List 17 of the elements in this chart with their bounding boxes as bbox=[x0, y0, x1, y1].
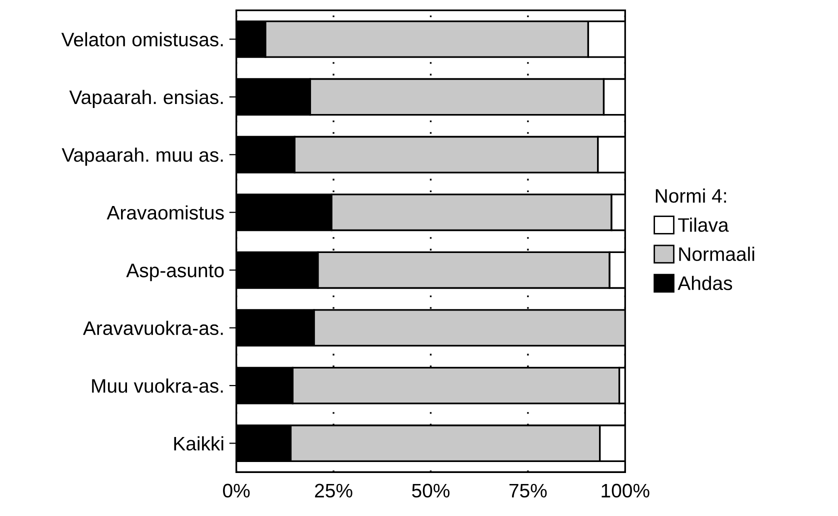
x-tick-label: 75% bbox=[509, 484, 547, 498]
x-tick-label: 100% bbox=[602, 484, 650, 498]
y-tick-label: Asp-asunto bbox=[126, 264, 224, 282]
y-tick-label: Aravavuokra-as. bbox=[82, 320, 223, 336]
legend-label: Ahdas bbox=[678, 276, 732, 290]
legend-label: Normaali bbox=[679, 246, 754, 262]
y-tick-label: Vapaarah. muu as. bbox=[62, 148, 223, 166]
y-tick-label: Velaton omistusas. bbox=[61, 32, 223, 46]
legend-label: Tilava bbox=[678, 218, 729, 232]
legend-title: Normi 4: bbox=[656, 188, 726, 203]
y-tick-label: Kaikki bbox=[174, 436, 224, 451]
x-tick-label: 0% bbox=[223, 484, 250, 498]
x-tick-label: 25% bbox=[315, 484, 352, 498]
y-tick-label: Vapaarah. ensias. bbox=[69, 90, 223, 108]
y-tick-label: Muu vuokra-as. bbox=[92, 378, 223, 393]
y-tick-label: Aravaomistus bbox=[106, 205, 224, 220]
x-tick-label: 50% bbox=[412, 484, 450, 498]
